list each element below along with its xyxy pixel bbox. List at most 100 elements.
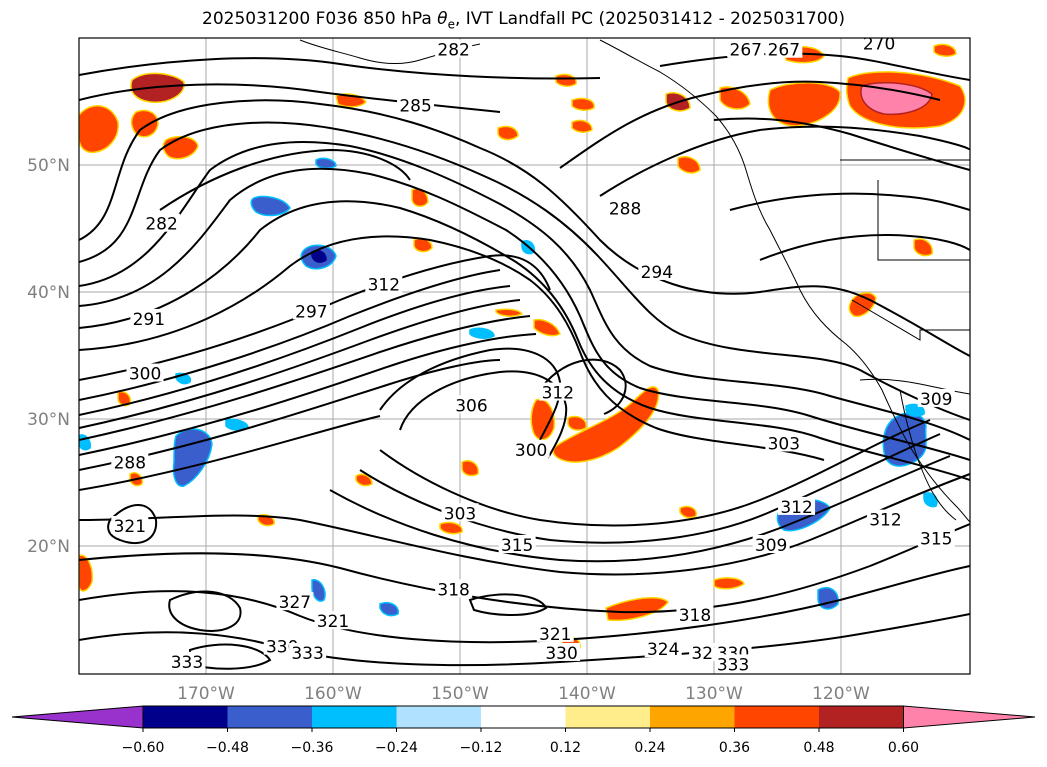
title-subscript: e: [447, 17, 455, 32]
lon-tick-label: 160°W: [304, 684, 362, 704]
shade-region: [571, 119, 593, 133]
colorbar-segment: [565, 706, 650, 728]
colorbar-segment: [481, 706, 566, 728]
contour-label-bg: [435, 579, 473, 598]
contour-label: 300: [515, 441, 547, 461]
coastline-north-america-west: [599, 39, 970, 523]
colorbar-extend-low: [11, 705, 144, 729]
title-theta: θ: [437, 9, 448, 29]
contour-line: [539, 358, 627, 415]
contour-label: 312: [368, 276, 400, 296]
title-prefix: 2025031200 F036 850 hPa: [202, 9, 438, 29]
contour-label: 288: [609, 199, 641, 219]
shade-region: [469, 327, 495, 339]
lon-tick-label: 150°W: [431, 684, 489, 704]
contour-label-bg: [365, 274, 403, 293]
contour-line: [759, 234, 970, 261]
shading-positive: [79, 43, 966, 651]
shade-region: [79, 105, 119, 154]
colorbar-tick-label: 0.12: [550, 740, 581, 756]
contour-label-bg: [512, 439, 550, 458]
contour-label-bg: [452, 395, 490, 414]
contour-label-bg: [130, 308, 168, 327]
contour-label: 327: [279, 593, 311, 613]
contour-label: 330: [545, 644, 577, 664]
contour-label: 297: [295, 302, 327, 322]
contour-label: 294: [641, 263, 673, 283]
colorbar-frame: [142, 705, 904, 729]
lon-tick-label: 120°W: [812, 684, 870, 704]
shade-region: [905, 403, 925, 417]
contour-label: 270: [863, 34, 895, 54]
contour-label: 288: [114, 453, 146, 473]
contour-label-bg: [543, 642, 581, 661]
contour-line: [79, 613, 970, 667]
contour-label: 321: [317, 612, 349, 632]
shade-region: [555, 73, 577, 87]
contour-label: 333: [171, 653, 203, 673]
contour-line: [79, 299, 521, 429]
contour-label: 267: [730, 41, 762, 61]
theta-e-contours: [79, 52, 970, 670]
state-border: [877, 180, 970, 261]
contour-label: 285: [399, 97, 431, 117]
shade-region: [130, 109, 159, 138]
contour-line: [79, 285, 511, 416]
contour-label: 312: [869, 511, 901, 531]
contour-line: [329, 455, 951, 563]
colorbar-tick-label: 0.24: [634, 740, 665, 756]
colorbar-extend-high: [903, 705, 1036, 729]
shade-region: [79, 554, 94, 592]
contour-line: [79, 359, 501, 471]
shade-region: [530, 398, 556, 441]
shade-region: [817, 586, 839, 610]
title-suffix: , IVT Landfall PC (2025031412 - 20250317…: [454, 9, 845, 29]
contour-line: [79, 235, 825, 461]
shade-region: [860, 81, 933, 116]
contour-label-bg: [727, 39, 765, 58]
contour-line: [729, 192, 970, 211]
contour-label: 309: [755, 536, 787, 556]
contour-line: [79, 99, 970, 357]
colorbar-segment: [143, 706, 228, 728]
contour-label-bg: [498, 535, 536, 553]
shade-region: [719, 86, 751, 110]
contour-label-bg: [289, 642, 327, 661]
contour-label-bg: [435, 39, 473, 58]
contour-label: 300: [129, 365, 161, 385]
lat-tick-label: 40°N: [27, 283, 70, 303]
colorbar-segment: [227, 706, 312, 728]
colorbar-tick-label: −0.48: [206, 740, 249, 756]
contour-label: 315: [501, 536, 533, 556]
shade-region: [923, 492, 938, 508]
contour-line: [79, 473, 970, 576]
contour-label-bg: [143, 213, 181, 232]
contour-label-bg: [292, 301, 330, 320]
latitude-labels: 50°N 40°N 30°N 20°N: [27, 156, 70, 557]
plot-area: 282 285 282 291 297 300 288 294 306 312 300 303 303 3…: [79, 34, 970, 674]
map-title: 2025031200 F036 850 hPa θe, IVT Landfall…: [0, 9, 1047, 31]
contour-label-bg: [778, 496, 816, 515]
colorbar-tick-label: −0.60: [122, 740, 165, 756]
contour-line: [468, 593, 548, 616]
contour-label: 303: [444, 504, 476, 524]
contour-label: 267: [768, 41, 800, 61]
contour-label-bg: [866, 509, 904, 528]
colorbar-segment: [734, 706, 819, 728]
colorbar-tick-label: −0.24: [375, 740, 418, 756]
contour-label: 306: [455, 396, 487, 416]
lat-tick-label: 30°N: [27, 410, 70, 430]
contour-label: 321: [539, 625, 571, 645]
contour-line: [659, 52, 970, 81]
contour-label: 312: [780, 498, 812, 518]
contour-line: [79, 83, 501, 113]
contour-line: [79, 200, 970, 481]
lon-tick-label: 170°W: [177, 684, 235, 704]
lon-tick-label: 130°W: [685, 684, 743, 704]
contour-label: 321: [114, 517, 146, 537]
contour-line: [379, 419, 931, 527]
shade-region: [379, 602, 399, 617]
contour-line: [189, 643, 272, 670]
lat-tick-label: 50°N: [27, 156, 70, 176]
